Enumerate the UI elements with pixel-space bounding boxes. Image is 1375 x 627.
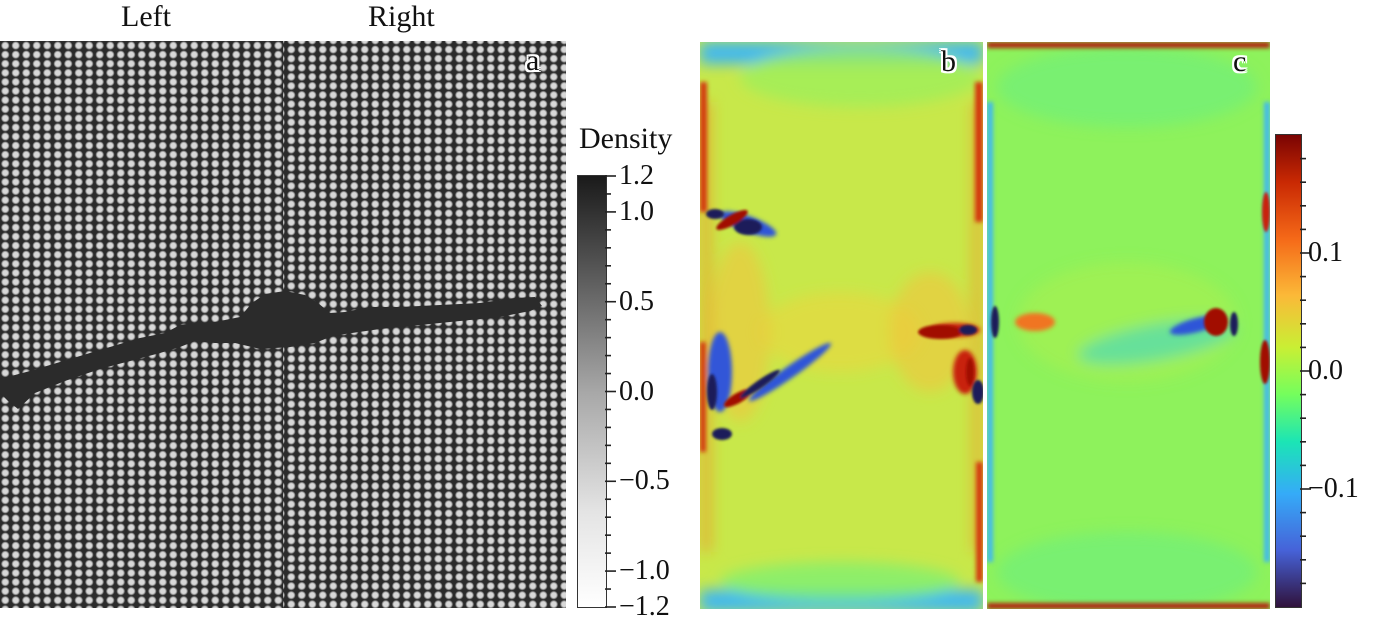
density-tick-label: 0.5	[619, 285, 654, 317]
right-column-label: Right	[368, 0, 435, 33]
strain-map-c: c	[987, 42, 1270, 609]
crack-region	[0, 291, 542, 409]
panel-c-label: c	[1233, 45, 1247, 78]
density-tick-label: 1.0	[619, 195, 654, 227]
strain-map-b: b	[700, 42, 983, 609]
density-tick-label: 1.2	[619, 160, 654, 191]
density-colorbar-ticks	[605, 175, 616, 608]
density-tick-label: 0.0	[619, 375, 654, 407]
density-tick-label: −1.0	[619, 555, 670, 587]
density-colorbar	[577, 175, 607, 608]
strain-tick-label: 0.1	[1308, 237, 1343, 268]
strain-colorbar-ticks	[1300, 157, 1311, 585]
density-tick-label: −1.2	[619, 591, 670, 622]
panel-a-label: a	[526, 44, 540, 77]
strain-colorbar	[1275, 134, 1302, 608]
panel-b-label: b	[941, 45, 956, 78]
density-colorbar-title: Density	[579, 122, 673, 155]
left-column-label: Left	[121, 0, 171, 33]
density-tick-label: −0.5	[619, 465, 670, 497]
strain-tick-label: 0.0	[1308, 355, 1343, 386]
strain-tick-label: −0.1	[1308, 473, 1359, 504]
density-field-panel: a	[0, 41, 566, 608]
